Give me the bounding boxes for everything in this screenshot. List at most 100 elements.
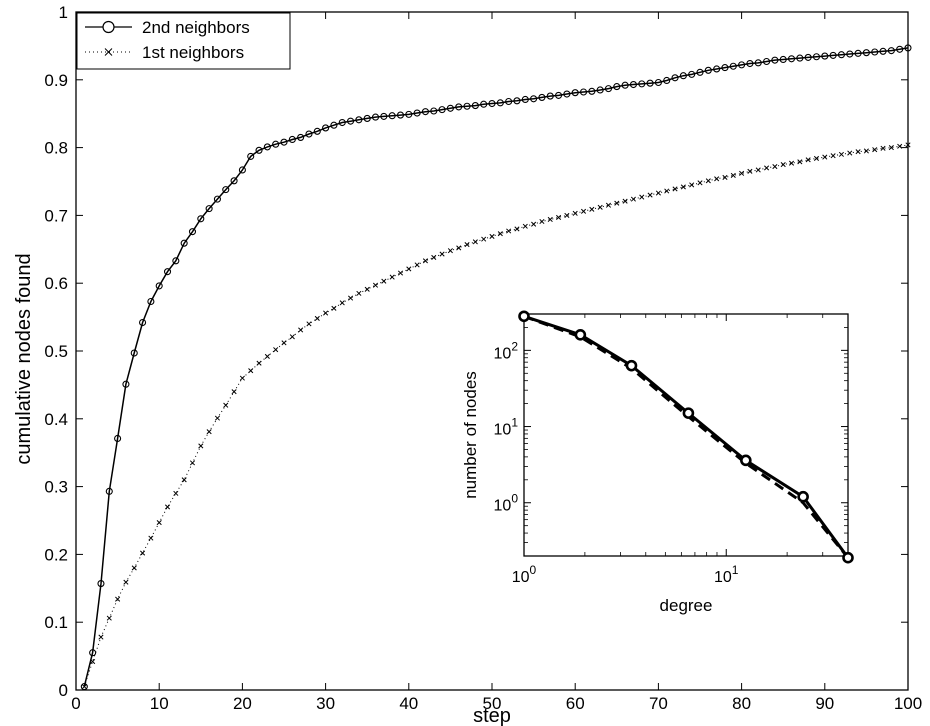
series-1-point [188,228,197,236]
x-tick-label: 90 [815,694,834,713]
series-1-point [122,380,130,388]
inset-x-axis-label: degree [660,596,713,615]
series-1-point [846,50,854,58]
series-2-point [780,161,786,168]
series-1-point [538,93,546,101]
series-1-point [380,112,388,120]
series-1-point [89,649,97,657]
inset-y-tick-label-base: 10 [494,498,512,515]
series-1-point [255,146,263,154]
series-1-point [213,195,221,203]
inset-x-tick-label-base: 10 [714,569,732,586]
series-1-point [704,66,712,74]
series-2-point [788,160,795,166]
series-2-point [397,270,404,276]
series-1-point [114,434,122,443]
series-2-point [813,155,820,162]
series-1-point [147,297,155,306]
series-1-point [313,127,321,135]
series-1-point [812,53,821,61]
inset-series-1-point [682,407,695,419]
series-1-point [488,99,496,108]
inset-series-1-point [518,310,530,323]
series-2-point [897,143,903,149]
series-line-2 [83,144,909,687]
inset-y-tick-label-base: 10 [494,345,512,362]
series-2-point [389,274,395,280]
series-1-point [646,79,654,87]
series-2-point [456,245,462,251]
series-2-point [331,305,337,311]
series-2-point [755,167,761,173]
series-2-point [173,490,179,496]
series-1-point [405,110,413,118]
series-2-point [888,145,894,151]
legend-label-2: 1st neighbors [142,43,244,62]
series-2-point [472,239,478,245]
y-axis-label: cumulative nodes found [13,253,35,464]
series-1-point [787,55,796,63]
series-2-point [364,286,370,292]
series-2-point [672,186,678,192]
legend: 2nd neighbors 1st neighbors [76,12,291,70]
series-1-point [729,62,737,70]
series-2-point [489,233,495,239]
series-1-point [371,113,380,121]
inset-x-tick-label: 101 [714,563,739,586]
inset-y-tick-label-exp: 2 [511,339,518,353]
series-2-point [597,204,603,210]
series-2-point [273,347,279,353]
x-tick-label: 100 [894,694,922,713]
series-2-point [630,196,636,202]
series-1-point [155,282,163,290]
inset-x-tick-label-exp: 0 [530,563,537,577]
series-2-point [506,228,512,234]
inset-series-1-point [574,329,587,341]
legend-box [76,12,291,70]
series-2-point [580,208,587,214]
series-1-point [696,68,704,76]
series-2-point [697,180,703,186]
series-1-point [97,580,105,588]
series-1-point [746,59,754,68]
series-line-1 [83,47,909,687]
series-1-point [305,130,313,138]
series-1-point [280,138,288,146]
series-1-point [613,83,621,91]
series-1-point [887,47,895,55]
series-2-point [115,596,121,602]
series-2-point [680,184,686,190]
series-1-point [579,88,588,96]
series-1-point [721,64,729,72]
series-2-point [406,266,412,272]
series-1-point [172,257,180,265]
series-1-point [771,56,779,64]
series-2-point [872,147,878,153]
series-1-point [163,268,172,276]
y-tick-label: 0.8 [44,139,68,158]
series-1-point [338,118,346,127]
series-1-point [105,487,113,495]
series-2-point [106,615,112,621]
series-2-point [547,216,553,223]
legend-label-1: 2nd neighbors [142,18,250,37]
series-2-point [339,300,345,306]
series-1-point [821,52,829,60]
series-2-point [422,258,428,264]
legend-marker-1 [102,20,115,34]
series-2-point [514,226,520,232]
series-1-point [671,74,679,82]
series-2-point [722,174,728,180]
series-2-point [564,212,570,218]
series-2-point [655,190,661,196]
series-1-point [297,133,305,141]
x-tick-label: 10 [150,694,169,713]
y-tick-label: 0.6 [44,274,68,293]
series-1-point [80,683,88,691]
series-1-point [463,102,471,110]
series-2-point [714,176,720,182]
series-1-point [530,95,538,103]
series-2-point [539,218,545,225]
series-1-point [197,215,205,223]
